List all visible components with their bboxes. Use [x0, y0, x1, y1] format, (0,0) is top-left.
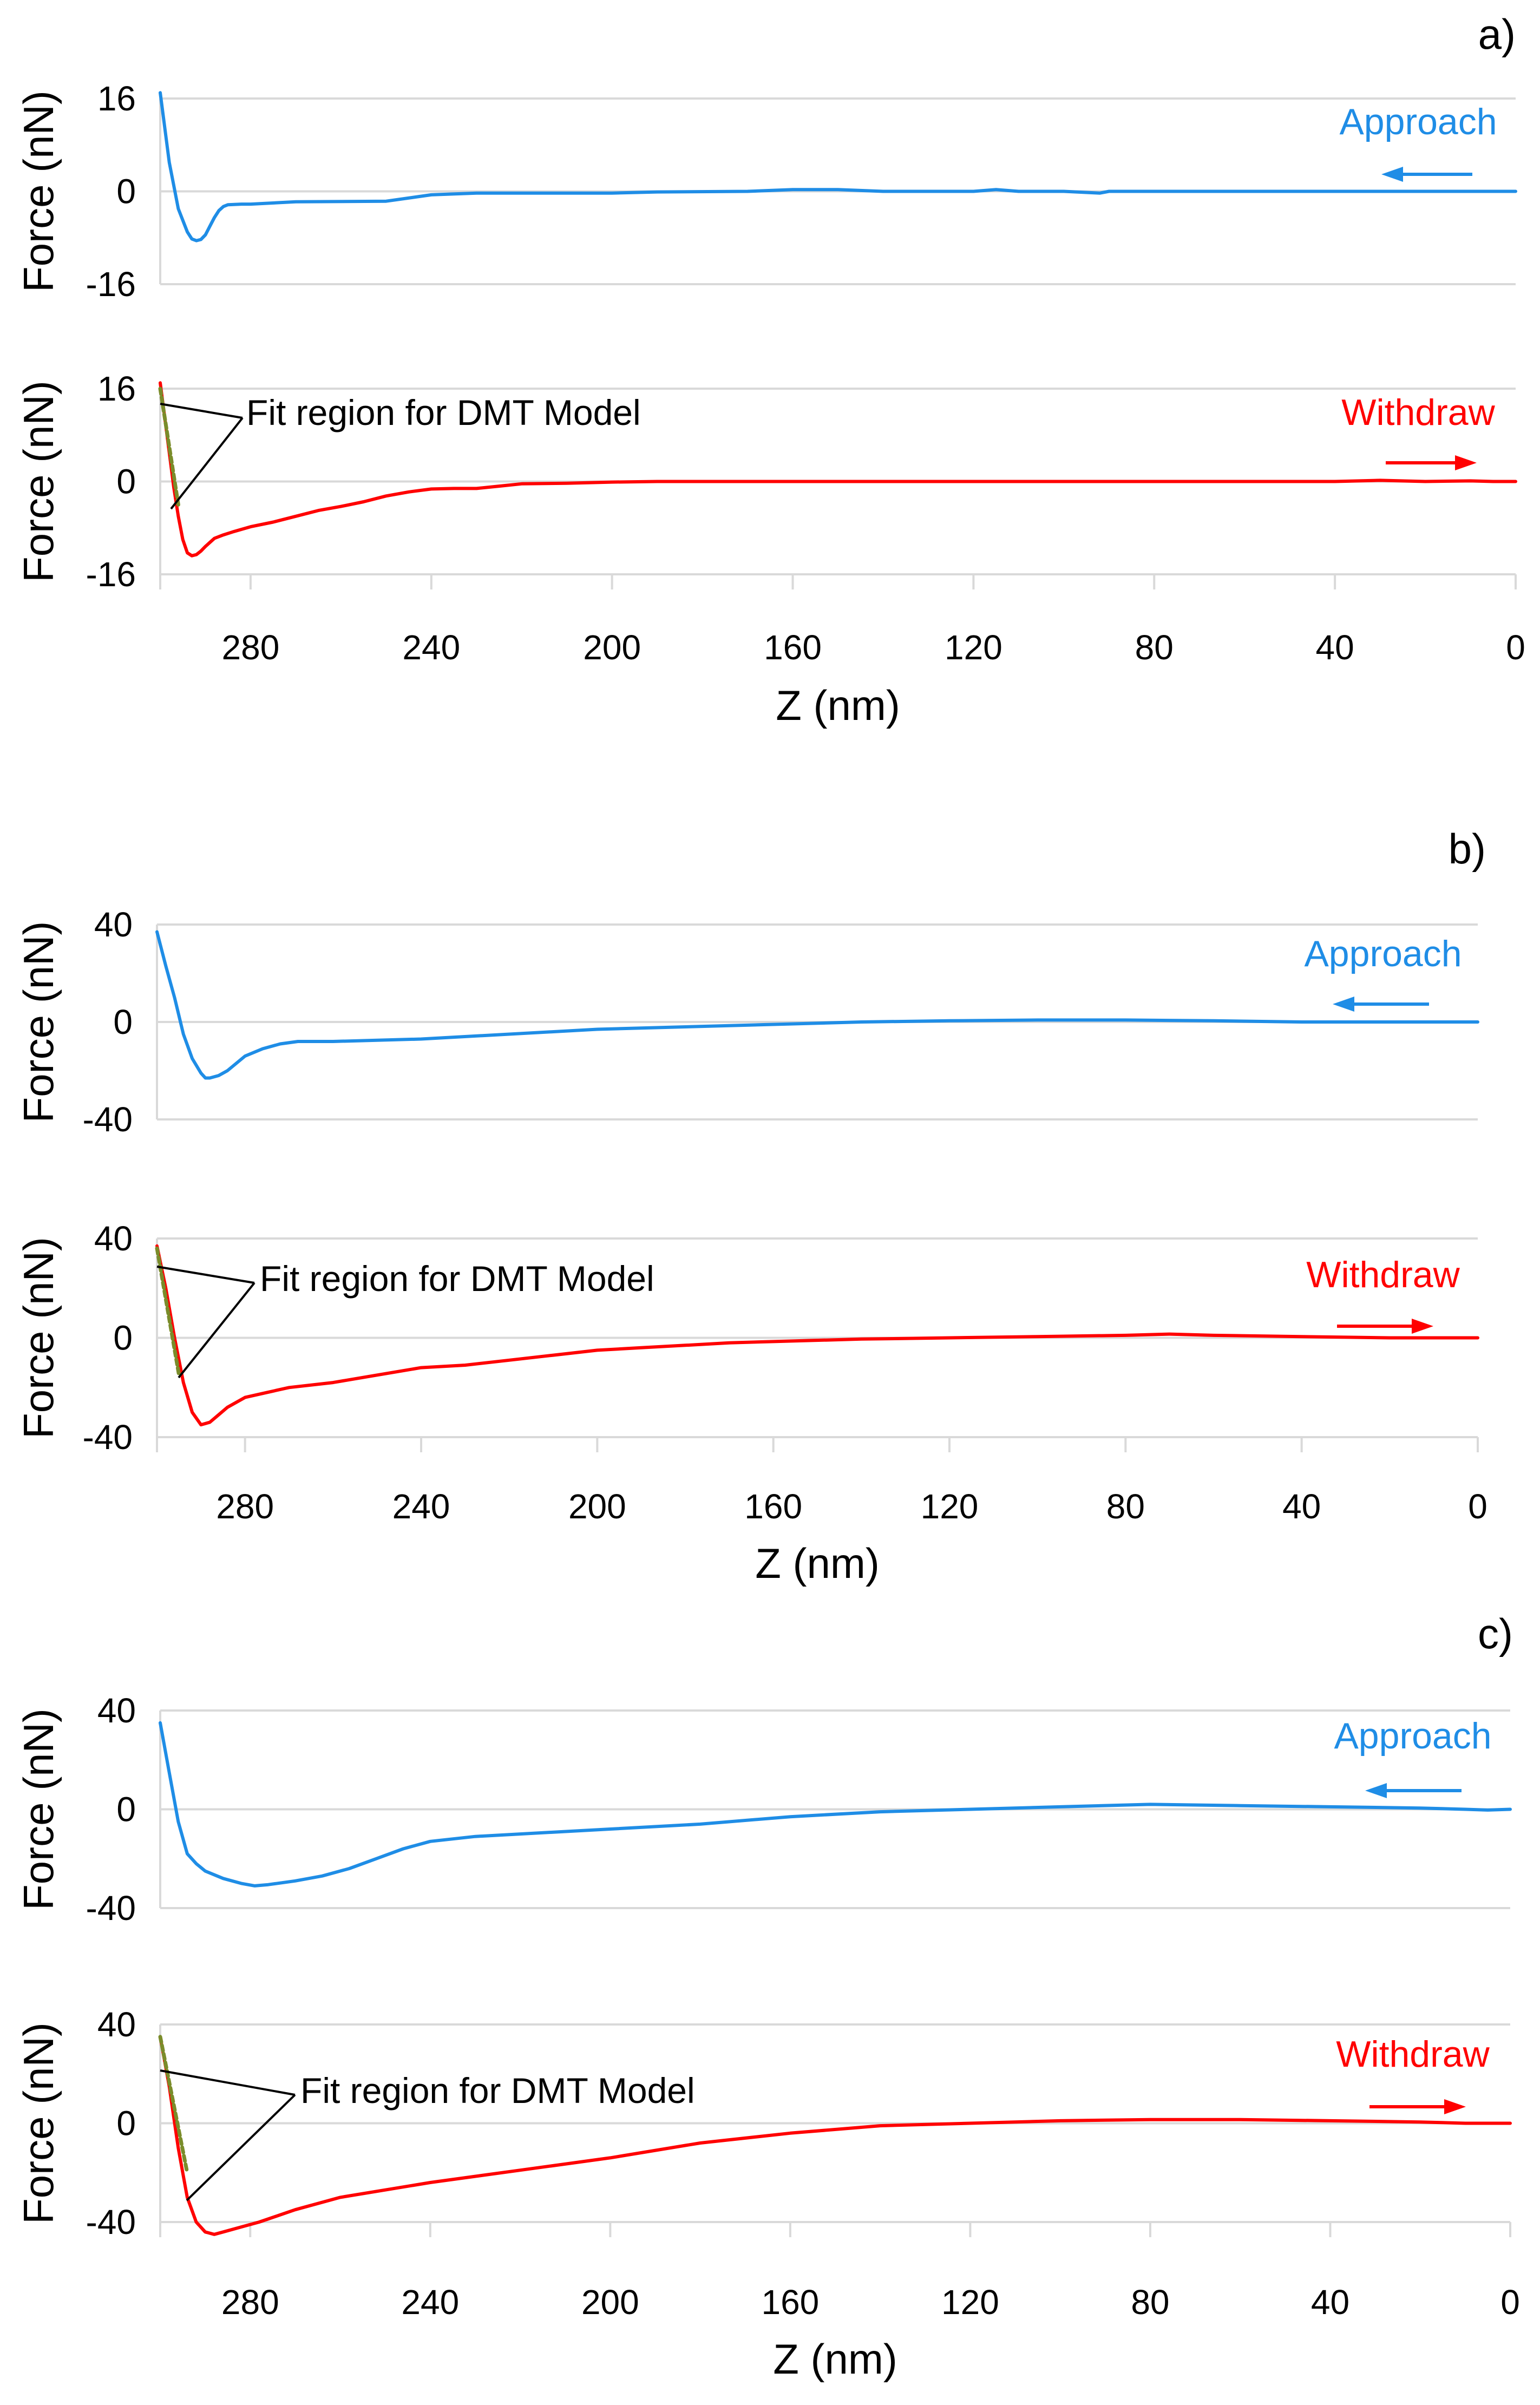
- y-tick-label: -40: [83, 1100, 133, 1139]
- approach-legend: Approach: [1334, 1715, 1491, 1757]
- y-tick-label: 40: [97, 2005, 136, 2044]
- subplot: 40 0 -40 Force (nN) Withdraw: [15, 2005, 1512, 2242]
- dmt-fit-line: [158, 2035, 189, 2175]
- subplot: 40 0 -40 Force (nN) Approach: [15, 905, 1479, 1139]
- subplot: 40 0 -40 Force (nN) Withdraw: [15, 1219, 1479, 1457]
- y-axis-title: Force (nN): [15, 921, 62, 1123]
- x-tick-label: 80: [1135, 628, 1174, 667]
- y-axis-title: Force (nN): [15, 2022, 62, 2224]
- x-tick-label: 0: [1506, 628, 1525, 667]
- x-tick-label: 240: [392, 1487, 450, 1526]
- x-tick-label: 160: [764, 628, 822, 667]
- approach-curve: [159, 91, 1517, 243]
- panel-label: a): [1478, 10, 1516, 58]
- x-tick-label: 80: [1106, 1487, 1145, 1526]
- annotation-leader: [156, 1266, 255, 1284]
- x-tick-label: 280: [216, 1487, 274, 1526]
- x-axis-title: Z (nm): [773, 2335, 897, 2383]
- y-tick-label: -40: [83, 1418, 133, 1457]
- withdraw-legend: Withdraw: [1341, 392, 1495, 433]
- y-tick-label: 40: [94, 905, 133, 944]
- x-tick-label: 120: [945, 628, 1002, 667]
- left-arrow-icon: [1365, 1783, 1387, 1798]
- withdraw-legend: Withdraw: [1306, 1254, 1460, 1295]
- withdraw-legend: Withdraw: [1336, 2034, 1490, 2075]
- y-tick-label: -40: [86, 2203, 136, 2242]
- x-tick-label: 240: [402, 628, 460, 667]
- y-tick-label: 0: [116, 1790, 136, 1829]
- x-tick-label: 240: [401, 2283, 459, 2322]
- y-axis-title: Force (nN): [15, 1237, 62, 1439]
- withdraw-curve: [159, 2035, 1512, 2236]
- approach-legend: Approach: [1304, 933, 1462, 974]
- fit-region-annotation: Fit region for DMT Model: [246, 392, 641, 432]
- y-tick-label: 16: [97, 79, 136, 118]
- y-axis-title: Force (nN): [15, 381, 62, 582]
- y-tick-label: 0: [116, 2104, 136, 2143]
- x-axis-title: Z (nm): [776, 681, 900, 729]
- right-arrow-icon: [1455, 455, 1477, 470]
- approach-legend: Approach: [1339, 101, 1497, 142]
- y-tick-label: 0: [116, 172, 136, 211]
- x-tick-label: 200: [583, 628, 641, 667]
- withdraw-curve: [159, 381, 1517, 558]
- x-tick-label: 80: [1131, 2283, 1169, 2322]
- subplot: 40 0 -40 Force (nN) Approach: [15, 1691, 1512, 1928]
- annotation-leader: [186, 2094, 296, 2201]
- chart-panel: c) 40 0 -40 Force (nN) Approach 40 0 -40 Force (n…: [15, 1610, 1520, 2383]
- approach-curve: [155, 930, 1479, 1080]
- fit-region-annotation: Fit region for DMT Model: [300, 2070, 695, 2111]
- annotation-leader: [178, 1282, 255, 1379]
- y-axis-title: Force (nN): [15, 1708, 62, 1910]
- x-tick-label: 280: [221, 2283, 279, 2322]
- panel-label: c): [1478, 1610, 1513, 1657]
- x-axis-title: Z (nm): [755, 1539, 880, 1587]
- right-arrow-icon: [1444, 2099, 1466, 2114]
- chart-panel: b) 40 0 -40 Force (nN) Approach 40 0 -40 Force (n…: [15, 825, 1487, 1587]
- y-tick-label: 16: [97, 369, 136, 408]
- y-tick-label: 0: [113, 1319, 133, 1358]
- y-tick-label: 0: [116, 462, 136, 501]
- annotation-leader: [160, 403, 243, 419]
- left-arrow-icon: [1333, 997, 1354, 1012]
- withdraw-curve: [155, 1244, 1479, 1427]
- y-tick-label: 40: [97, 1691, 136, 1730]
- x-tick-label: 200: [581, 2283, 639, 2322]
- dmt-fit-line: [158, 386, 180, 507]
- subplot: 16 0 -16 Force (nN) Withdraw: [15, 369, 1517, 594]
- annotation-leader: [160, 2069, 296, 2096]
- approach-curve: [159, 1721, 1512, 1888]
- y-tick-label: 0: [113, 1002, 133, 1041]
- subplot: 16 0 -16 Force (nN) Approach: [15, 79, 1517, 304]
- x-tick-label: 0: [1500, 2283, 1520, 2322]
- x-tick-label: 160: [761, 2283, 819, 2322]
- fit-region-annotation: Fit region for DMT Model: [260, 1259, 654, 1299]
- x-tick-label: 160: [744, 1487, 802, 1526]
- y-tick-label: 40: [94, 1219, 133, 1258]
- x-tick-label: 120: [941, 2283, 999, 2322]
- y-tick-label: -16: [86, 555, 136, 594]
- x-tick-label: 200: [568, 1487, 626, 1526]
- x-tick-label: 40: [1311, 2283, 1349, 2322]
- x-tick-label: 40: [1282, 1487, 1321, 1526]
- panel-label: b): [1449, 825, 1486, 873]
- x-tick-label: 280: [222, 628, 280, 667]
- dmt-fit-line: [155, 1246, 181, 1377]
- y-axis-title: Force (nN): [15, 90, 62, 292]
- y-tick-label: -16: [86, 265, 136, 304]
- x-tick-label: 40: [1316, 628, 1354, 667]
- annotation-leader: [170, 417, 244, 510]
- x-tick-label: 120: [921, 1487, 979, 1526]
- x-tick-label: 0: [1468, 1487, 1487, 1526]
- left-arrow-icon: [1381, 167, 1403, 182]
- y-tick-label: -40: [86, 1889, 136, 1928]
- right-arrow-icon: [1412, 1319, 1433, 1334]
